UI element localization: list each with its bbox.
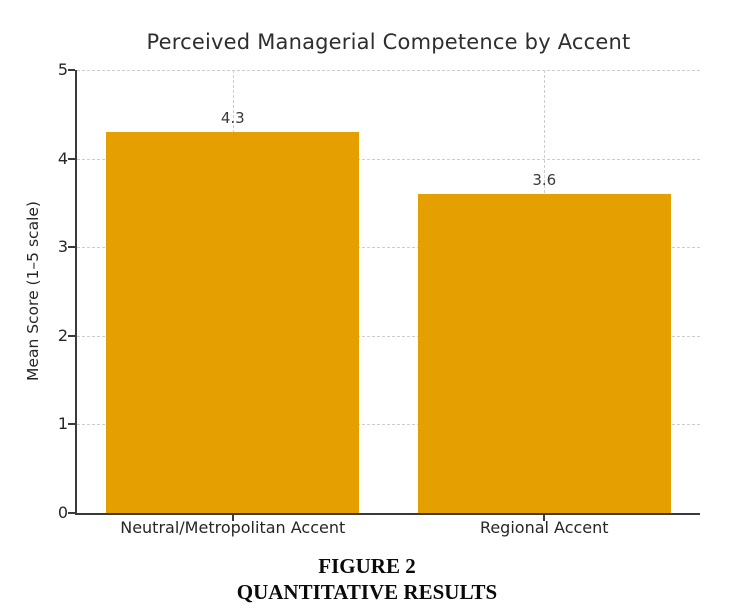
figure-caption-number: FIGURE 2 — [318, 554, 416, 578]
y-tick-label: 2 — [57, 325, 68, 345]
y-tick-mark — [68, 423, 75, 426]
y-tick-label: 4 — [57, 148, 68, 168]
y-tick-mark — [68, 512, 75, 514]
figure-caption: FIGURE 2 QUANTITATIVE RESULTS — [0, 553, 734, 605]
y-tick-label: 5 — [57, 60, 68, 79]
y-tick-mark — [68, 246, 75, 249]
x-tick-label: Regional Accent — [479, 518, 609, 537]
bar-value-label: 3.6 — [532, 171, 557, 190]
bar-value-label: 4.3 — [220, 109, 245, 128]
y-tick-label: 1 — [57, 414, 68, 434]
y-gridline — [77, 424, 700, 426]
y-tick-mark — [68, 69, 75, 71]
bar-regional-accent — [417, 194, 671, 513]
plot-area: 4.3 3.6 — [75, 70, 700, 515]
y-tick-mark — [68, 334, 75, 337]
y-gridline — [77, 335, 700, 337]
x-tick-mark — [543, 514, 546, 521]
y-gridline — [77, 158, 700, 160]
x-axis-spine — [75, 513, 700, 515]
y-axis-label: Mean Score (1–5 scale) — [24, 201, 42, 381]
y-axis-spine — [75, 70, 77, 515]
x-tick-label: Neutral/Metropolitan Accent — [120, 518, 346, 537]
y-tick-label: 3 — [57, 237, 68, 257]
chart-title: Perceived Managerial Competence by Accen… — [146, 30, 631, 54]
x-tick-mark — [231, 514, 234, 521]
y-tick-label: 0 — [57, 503, 68, 522]
y-gridline — [77, 247, 700, 249]
figure-caption-title: QUANTITATIVE RESULTS — [236, 580, 498, 604]
bar-neutral-accent — [106, 132, 360, 513]
y-tick-mark — [68, 157, 75, 160]
y-gridline — [77, 70, 700, 71]
